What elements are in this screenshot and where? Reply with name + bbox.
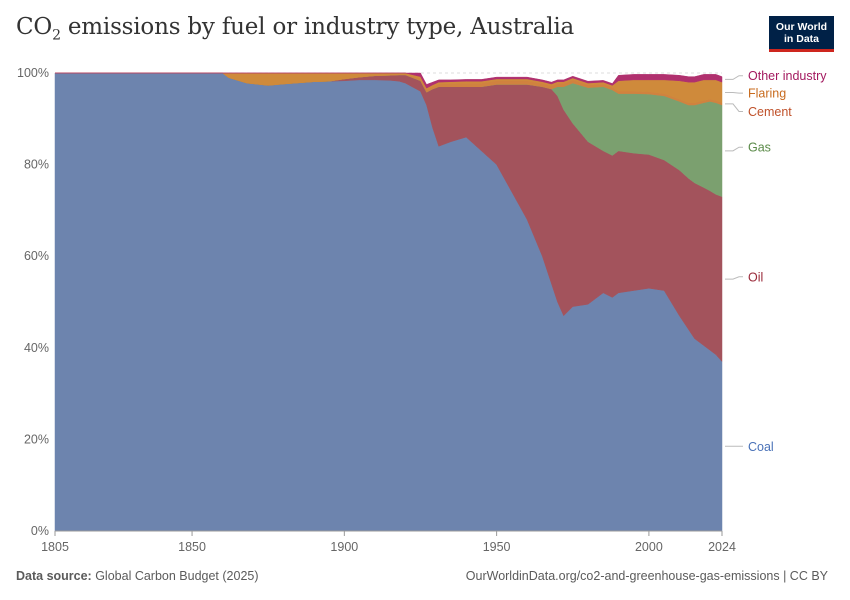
y-tick-label-20: 20%: [24, 432, 49, 446]
x-tick-label-2024: 2024: [708, 540, 736, 554]
area-other-industry[interactable]: [55, 72, 723, 89]
data-source-value: Global Carbon Budget (2025): [91, 569, 259, 583]
label-connector-other-industry: [725, 75, 743, 80]
logo-line-1: Our World: [775, 21, 828, 33]
y-tick-label-100: 100%: [17, 66, 49, 80]
source-url-link[interactable]: OurWorldinData.org/co2-and-greenhouse-ga…: [465, 569, 828, 583]
y-tick-label-60: 60%: [24, 249, 49, 263]
y-tick-label-40: 40%: [24, 341, 49, 355]
area-series-group: [54, 72, 723, 532]
y-tick-label-0: 0%: [31, 524, 49, 538]
series-label-oil[interactable]: Oil: [748, 270, 763, 284]
series-label-coal[interactable]: Coal: [748, 440, 774, 454]
axes: 0% 20% 40% 60% 80% 100% 1805 1850 1900 1950 2000 20…: [17, 66, 736, 554]
y-tick-label-80: 80%: [24, 158, 49, 172]
owid-logo[interactable]: Our World in Data: [769, 16, 834, 52]
x-tick-label-1805: 1805: [41, 540, 69, 554]
label-connector-gas: [725, 146, 743, 152]
data-source: Data source: Global Carbon Budget (2025): [16, 569, 259, 583]
logo-accent-bar: [769, 49, 834, 52]
series-label-other-industry[interactable]: Other industry: [748, 69, 827, 83]
title-subscript: 2: [52, 27, 61, 44]
data-source-label: Data source:: [16, 569, 92, 583]
label-connector-oil: [725, 276, 743, 280]
title-prefix: CO: [16, 14, 53, 40]
x-tick-label-2000: 2000: [635, 540, 663, 554]
logo-line-2: in Data: [783, 33, 819, 45]
chart-title: CO2 emissions by fuel or industry type, …: [16, 14, 574, 44]
title-suffix: emissions by fuel or industry type, Aust…: [60, 14, 575, 40]
series-label-cement[interactable]: Cement: [748, 105, 792, 119]
x-tick-label-1950: 1950: [483, 540, 511, 554]
x-tick-label-1900: 1900: [330, 540, 358, 554]
x-tick-label-1850: 1850: [178, 540, 206, 554]
series-label-gas[interactable]: Gas: [748, 141, 771, 155]
label-connector-cement: [725, 103, 743, 112]
stacked-area-chart: 0% 20% 40% 60% 80% 100% 1805 1850 1900 1950 2000 20…: [17, 66, 827, 554]
label-connector-flaring: [725, 91, 743, 94]
series-labels: Other industry Flaring Cement Gas Oil Coal: [725, 69, 827, 454]
series-label-flaring[interactable]: Flaring: [748, 87, 786, 101]
